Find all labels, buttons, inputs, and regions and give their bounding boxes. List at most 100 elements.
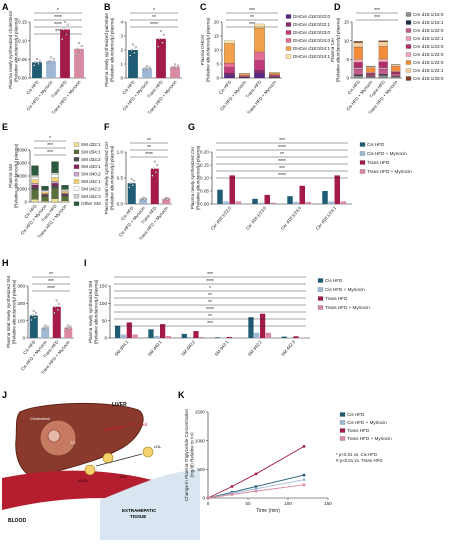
chart-h-point	[55, 299, 58, 302]
chart-d-legend-swatch	[405, 12, 412, 17]
chart-g-legend-swatch	[359, 160, 366, 165]
chart-c-segment	[224, 67, 235, 74]
chart-a-point	[34, 61, 37, 64]
lpl-label: LPL	[120, 474, 128, 479]
chart-e-legend-swatch	[73, 194, 80, 199]
chart-g-tick-label: 0.20	[200, 150, 209, 155]
chart-c-legend-swatch	[285, 22, 292, 27]
chart-c-ylabel-line1: Plasma DHCer	[200, 34, 205, 65]
chart-g-bar	[229, 175, 236, 204]
ldl-particle	[142, 446, 154, 458]
chart-a-bar	[60, 29, 70, 78]
chart-e-segment	[61, 185, 69, 190]
chart-c-segment	[224, 72, 235, 75]
chart-d-tick-label: 10	[344, 38, 350, 43]
vldl-arrow	[95, 453, 143, 467]
chart-d-ylabel-line1: Plasma Cer	[330, 38, 335, 62]
chart-h-point	[57, 302, 61, 305]
chart-a-sig-label: ***	[55, 29, 61, 35]
chart-i-bar	[181, 333, 187, 338]
chart-e-segment	[51, 185, 59, 189]
chart-g-category-label: Cer d18:1/24:1	[315, 205, 338, 231]
chart-e-segment	[31, 176, 39, 181]
chart-b-point	[133, 51, 136, 54]
chart-h-bar	[29, 315, 38, 338]
chart-d-segment	[366, 76, 376, 79]
chart-d-segment	[391, 71, 401, 74]
chart-f-sig-label: ****	[145, 152, 153, 158]
chart-e-sig-label: *	[49, 136, 51, 142]
chart-g-tick-label: 0.05	[200, 189, 209, 194]
chart-i-bar	[226, 336, 232, 338]
chart-d-segment	[366, 66, 376, 69]
chart-g-sig-label: ****	[278, 159, 286, 165]
chart-d-segment	[378, 67, 388, 70]
tg-label: TG	[70, 440, 76, 445]
chart-i-bar	[120, 334, 127, 338]
chart-h-point	[44, 324, 47, 327]
panel-letter-e: E	[2, 122, 8, 132]
chart-h-point	[33, 316, 36, 319]
chart-i-category-label: SM d42:3	[280, 339, 296, 357]
chart-a-point	[79, 50, 82, 53]
chart-e-legend-label: SM d32:1	[81, 142, 101, 147]
chart-a-point	[38, 59, 41, 62]
chart-i-tick-label: 150	[99, 284, 107, 289]
diagram-j: LIVER BLOOD EXTRAHEPATIC TISSUE Tyloxapo…	[2, 402, 200, 540]
chart-i-sig-label: **	[208, 314, 212, 320]
chart-h-tick-label: 0	[22, 336, 25, 341]
chart-h-point	[43, 326, 46, 329]
chart-i-bar	[148, 329, 154, 338]
chart-d-segment	[391, 66, 401, 72]
chart-d-segment	[391, 71, 401, 73]
chart-c-segment	[224, 43, 235, 64]
chart-b-point	[147, 68, 150, 71]
chart-e-segment	[41, 194, 49, 196]
chart-k-point	[302, 478, 306, 482]
chart-d-segment	[378, 75, 388, 79]
chart-g-bar	[334, 175, 341, 204]
chart-e-legend-swatch	[73, 179, 80, 184]
chart-e-segment	[51, 188, 59, 199]
chart-f-point	[131, 184, 134, 187]
chart-i-bar	[154, 335, 160, 338]
chart-i-legend-label: Trans HFD	[325, 296, 348, 301]
chart-e-legend-swatch	[73, 201, 80, 206]
chart-d-tick-label: 5	[346, 57, 349, 62]
panel-letter-j: J	[2, 390, 7, 400]
chart-a-point	[61, 38, 64, 41]
chart-e-segment	[41, 196, 49, 202]
chart-a-point	[51, 61, 54, 64]
chart-i-bar	[132, 334, 138, 338]
chart-g-bar	[305, 201, 312, 204]
panel-letter-d: D	[334, 2, 341, 12]
chart-g-sig-label: **	[280, 152, 284, 158]
chart-c-segment	[269, 74, 280, 76]
chart-k-legend-label: Cis HFD + Myriocin	[347, 420, 387, 425]
chart-k-series-line	[207, 446, 305, 499]
chart-c-tick-label: 10	[214, 48, 220, 53]
chart-g-ylabel-line1: Plasma newly synthesized Cer	[190, 146, 195, 209]
chart-a-point	[65, 33, 68, 36]
chart-a-sig-label: ****	[54, 15, 62, 21]
ldl-label: LDL	[154, 444, 162, 449]
chart-i-sig-label: *	[209, 286, 211, 292]
chart-k-point	[254, 487, 258, 491]
chart-k-series-line	[207, 484, 305, 499]
chart-e-tick-label: 8000	[17, 148, 28, 153]
chart-f-bar	[162, 198, 171, 204]
chart-d-legend-swatch	[405, 20, 412, 25]
chart-g-bar	[328, 201, 334, 204]
chart-g-bar	[235, 201, 242, 204]
vldl-particle-2	[102, 452, 114, 464]
chart-a-point	[77, 42, 81, 45]
chart-g-bar	[252, 198, 258, 204]
chart-c-segment	[239, 75, 250, 77]
chart-k-legend-swatch	[339, 436, 346, 441]
chart-e-segment	[61, 195, 69, 201]
chart-k-legend-swatch	[339, 428, 346, 433]
chart-e-segment	[61, 189, 69, 192]
chart-c-category-label: Cis HFD	[218, 79, 232, 95]
chart-h-point	[53, 311, 56, 315]
chart-b-point	[172, 65, 175, 68]
